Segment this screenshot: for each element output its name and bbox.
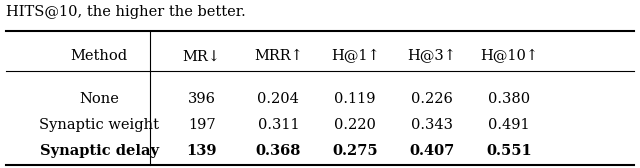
- Text: 0.226: 0.226: [411, 92, 453, 106]
- Text: Synaptic weight: Synaptic weight: [39, 118, 159, 132]
- Text: 0.204: 0.204: [257, 92, 300, 106]
- Text: MRR↑: MRR↑: [254, 49, 303, 63]
- Text: 0.343: 0.343: [411, 118, 453, 132]
- Text: H@3↑: H@3↑: [408, 49, 456, 63]
- Text: 396: 396: [188, 92, 216, 106]
- Text: HITS@10, the higher the better.: HITS@10, the higher the better.: [6, 5, 246, 19]
- Text: 0.380: 0.380: [488, 92, 530, 106]
- Text: 139: 139: [186, 144, 217, 158]
- Text: 0.119: 0.119: [335, 92, 376, 106]
- Text: None: None: [79, 92, 119, 106]
- Text: 0.407: 0.407: [410, 144, 454, 158]
- Text: 0.491: 0.491: [488, 118, 530, 132]
- Text: 0.368: 0.368: [256, 144, 301, 158]
- Text: MR↓: MR↓: [182, 49, 221, 63]
- Text: 0.220: 0.220: [334, 118, 376, 132]
- Text: Synaptic delay: Synaptic delay: [40, 144, 159, 158]
- Text: 0.275: 0.275: [332, 144, 378, 158]
- Text: 0.551: 0.551: [486, 144, 532, 158]
- Text: 0.311: 0.311: [257, 118, 300, 132]
- Text: 197: 197: [188, 118, 216, 132]
- Text: H@1↑: H@1↑: [331, 49, 380, 63]
- Text: Method: Method: [70, 49, 128, 63]
- Text: H@10↑: H@10↑: [480, 49, 538, 63]
